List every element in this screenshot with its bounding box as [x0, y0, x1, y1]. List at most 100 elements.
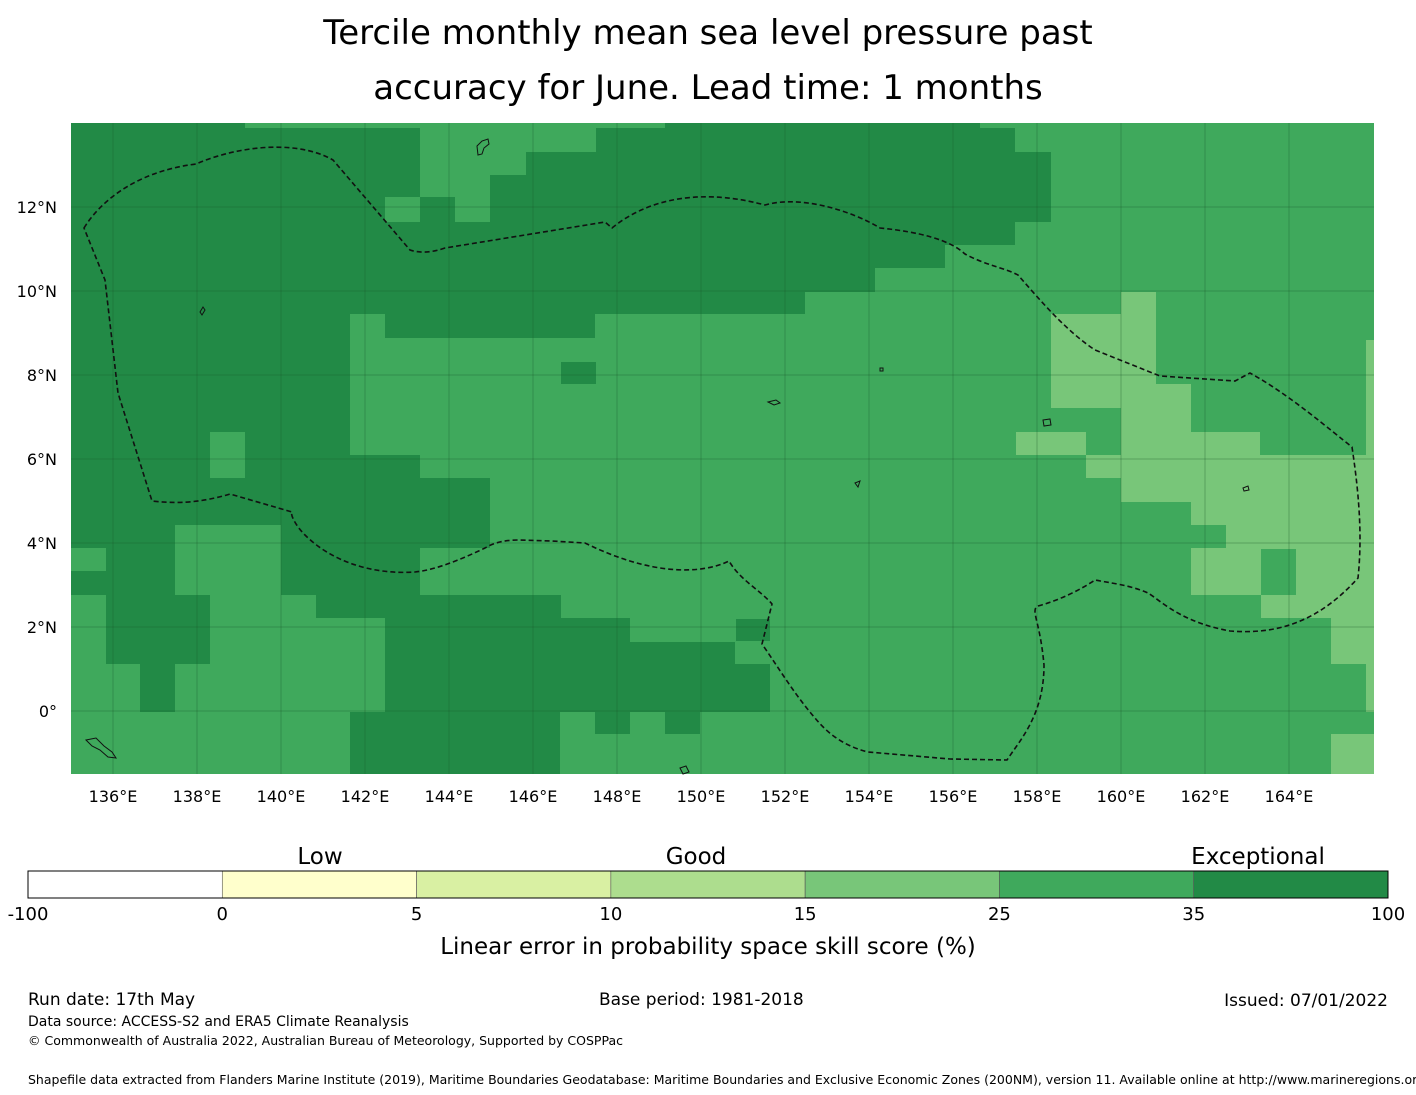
colorbar-bin	[221, 870, 417, 899]
map-cell-dark	[736, 619, 770, 641]
category-label-good: Good	[666, 844, 727, 870]
lon-tick-label: 162°E	[1181, 787, 1230, 806]
map-cell-dark	[595, 618, 630, 642]
map-cell-dark	[596, 128, 1051, 222]
map-cell-dark	[175, 595, 210, 664]
map-cell-light	[1191, 548, 1261, 595]
coastline-island	[679, 765, 690, 775]
colorbar-tick-label: 10	[599, 904, 622, 925]
map-cell-dark	[420, 197, 455, 222]
coastline-island	[879, 367, 884, 372]
map-cell-dark	[140, 664, 175, 712]
base-period: Base period: 1981-2018	[599, 990, 804, 1010]
map-cell-dark	[595, 642, 735, 712]
coastline-island	[84, 737, 118, 759]
lon-tick-label: 148°E	[593, 787, 642, 806]
map-cell-dark	[526, 152, 596, 222]
copyright: © Commonwealth of Australia 2022, Austra…	[28, 1033, 623, 1048]
colorbar-outline	[27, 870, 1389, 899]
lon-tick-label: 142°E	[341, 787, 390, 806]
coastline-island	[854, 480, 861, 489]
map-cell-dark	[385, 123, 420, 197]
map-cell-dark	[385, 314, 595, 338]
map-cell-dark	[735, 664, 770, 712]
map-cell-dark	[281, 525, 385, 595]
eez-boundary	[83, 146, 1361, 761]
map-cell-medium	[455, 197, 490, 222]
map-cell-light	[1051, 314, 1121, 408]
category-label-low: Low	[297, 844, 342, 870]
lat-tick-label: 8°N	[27, 366, 57, 385]
lon-tick-label: 152°E	[761, 787, 810, 806]
map-cell-medium	[71, 548, 106, 571]
coastline-island	[199, 306, 206, 316]
map-cell-dark	[805, 268, 875, 292]
map-cell-dark	[316, 595, 561, 618]
data-source: Data source: ACCESS-S2 and ERA5 Climate …	[28, 1014, 409, 1030]
skill-score-grid	[71, 123, 1374, 774]
map-cell-medium	[420, 123, 490, 197]
colorbar-bin	[999, 870, 1195, 899]
map-cell-medium	[210, 432, 245, 478]
map-cell-medium	[490, 128, 526, 175]
coastline-island	[766, 399, 782, 406]
map-cell-light	[1086, 455, 1121, 478]
lon-tick-label: 154°E	[845, 787, 894, 806]
lon-tick-label: 164°E	[1265, 787, 1314, 806]
map-cell-light	[1191, 455, 1374, 525]
map-cell-dark	[420, 478, 490, 548]
chart-title: Tercile monthly mean sea level pressure …	[0, 6, 1416, 116]
colorbar-bin	[416, 870, 612, 899]
lat-tick-label: 2°N	[27, 618, 57, 637]
lon-tick-label: 158°E	[1013, 787, 1062, 806]
map-cell-dark	[385, 525, 420, 595]
map-cell-light	[1296, 548, 1374, 595]
map-cell-light	[1261, 595, 1374, 618]
map-cell-dark	[595, 712, 630, 734]
map-cell-dark	[805, 222, 945, 268]
lat-tick-label: 0°	[39, 702, 57, 721]
lon-tick-label: 150°E	[677, 787, 726, 806]
lon-tick-label: 136°E	[89, 787, 138, 806]
map-cell-medium	[1015, 123, 1374, 152]
map-cell-dark	[945, 222, 1015, 245]
coastline-island	[1042, 418, 1052, 427]
lat-tick-label: 6°N	[27, 450, 57, 469]
title-line-1: Tercile monthly mean sea level pressure …	[323, 13, 1093, 53]
issued-date: Issued: 07/01/2022	[1224, 991, 1388, 1011]
colorbar-bin	[1193, 870, 1389, 899]
map-cell-dark	[665, 123, 980, 128]
lat-tick-label: 4°N	[27, 534, 57, 553]
map-cell-light	[1331, 618, 1374, 664]
map-cell-dark	[350, 712, 560, 774]
category-label-exceptional: Exceptional	[1191, 844, 1325, 870]
colorbar-tick-label: 35	[1182, 904, 1205, 925]
lon-tick-label: 146°E	[509, 787, 558, 806]
run-date: Run date: 17th May	[28, 990, 196, 1010]
lon-tick-label: 160°E	[1097, 787, 1146, 806]
lat-tick-label: 12°N	[17, 198, 57, 217]
map-cell-light	[1366, 340, 1374, 455]
map-cell-light	[1016, 432, 1086, 455]
lon-tick-label: 144°E	[425, 787, 474, 806]
colorbar: -100 0 5 10 15 25 35 100 Low Good Exceptional L…	[8, 844, 1406, 960]
map-cell-light	[1331, 734, 1374, 774]
map-cell-medium	[1051, 152, 1374, 245]
colorbar-tick-label: 15	[794, 904, 817, 925]
lon-tick-label: 156°E	[929, 787, 978, 806]
colorbar-label: Linear error in probability space skill …	[440, 934, 976, 960]
lon-tick-label: 140°E	[257, 787, 306, 806]
colorbar-ticks: -100 0 5 10 15 25 35 100	[8, 904, 1406, 925]
map-cell-dark	[561, 362, 596, 384]
map-cell-medium	[526, 128, 596, 152]
colorbar-bin	[610, 870, 806, 899]
map-cell-light	[1366, 664, 1374, 712]
colorbar-tick-label: -100	[8, 904, 49, 925]
map-cell-dark	[385, 222, 805, 314]
map-cell-light	[1226, 525, 1374, 549]
latitude-labels: 12°N 10°N 8°N 6°N 4°N 2°N 0°	[17, 198, 57, 721]
colorbar-tick-label: 0	[217, 904, 228, 925]
longitude-labels: 136°E 138°E 140°E 142°E 144°E 146°E 148°E 150°E…	[89, 787, 1314, 806]
shapefile-credit: Shapefile data extracted from Flanders M…	[28, 1072, 1416, 1087]
